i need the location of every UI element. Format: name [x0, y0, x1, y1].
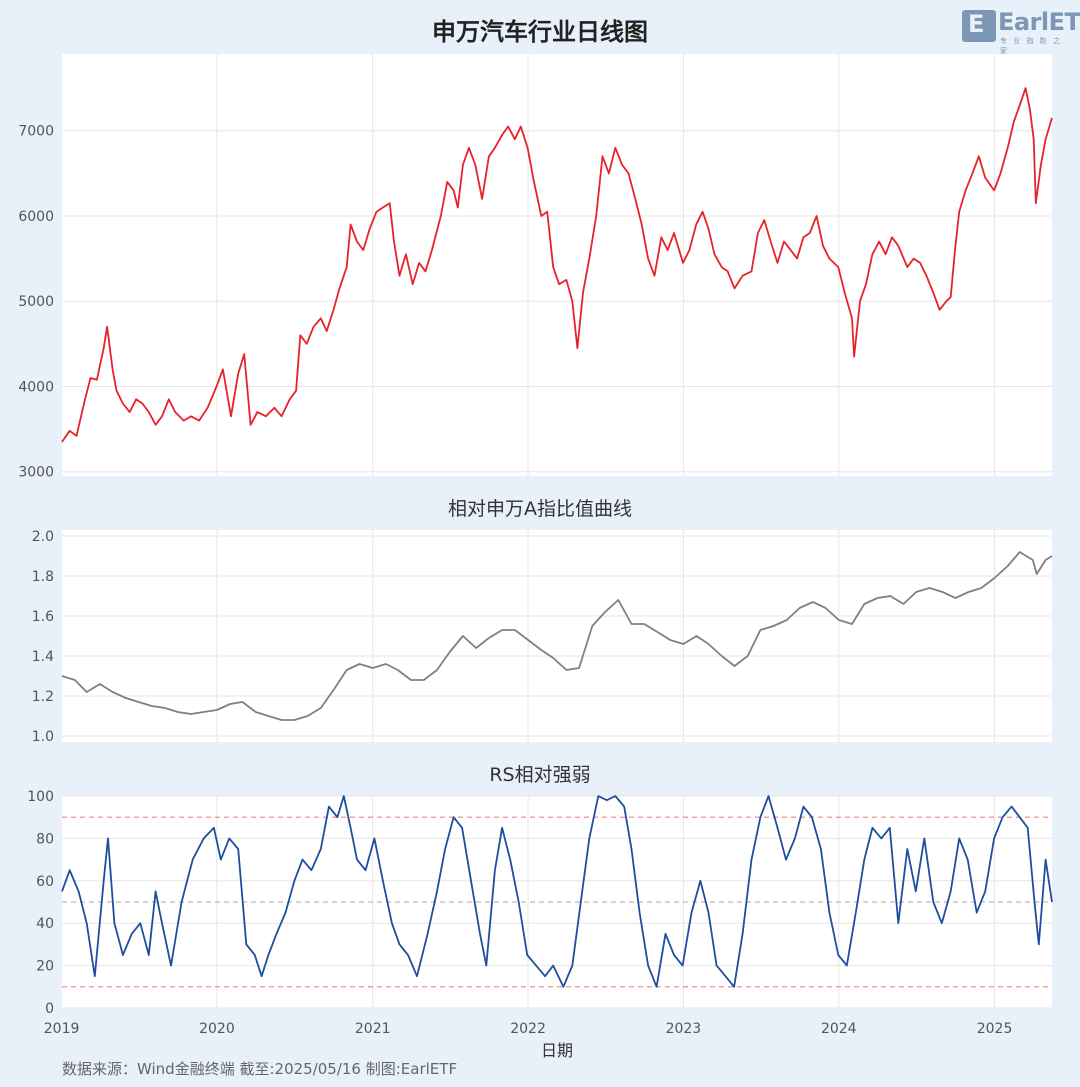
x-tick-label: 2019 [44, 1021, 80, 1037]
series-line-1 [61, 87, 1053, 443]
y-tick-label: 1.4 [32, 649, 54, 665]
y-tick-label: 6000 [18, 209, 54, 225]
y-tick-label: 1.0 [32, 729, 54, 745]
x-tick-label: 2025 [977, 1021, 1013, 1037]
logo-text: EarlETF [998, 8, 1080, 36]
source-footnote: 数据来源：Wind金融终端 截至:2025/05/16 制图:EarlETF [62, 1060, 458, 1078]
y-tick-label: 100 [27, 789, 54, 805]
logo-subtext: 专 业 指 数 之 家 [1000, 37, 1062, 55]
x-axis-label: 日期 [541, 1041, 573, 1060]
y-tick-label: 7000 [18, 124, 54, 140]
y-tick-label: 2.0 [32, 529, 54, 545]
y-tick-label: 60 [36, 874, 54, 890]
logo-icon: E [962, 10, 996, 42]
plot-area-1 [62, 54, 1052, 476]
y-tick-label: 0 [45, 1001, 54, 1017]
chart-title: 申万汽车行业日线图 [432, 18, 648, 46]
y-tick-label: 4000 [18, 379, 54, 395]
x-tick-label: 2020 [199, 1021, 235, 1037]
y-tick-label: 1.2 [32, 689, 54, 705]
y-tick-label: 80 [36, 831, 54, 847]
series-line-3 [61, 795, 1053, 988]
y-tick-label: 5000 [18, 294, 54, 310]
x-tick-label: 2023 [666, 1021, 702, 1037]
y-tick-label: 20 [36, 959, 54, 975]
rs-chart-title: RS相对强弱 [489, 764, 591, 786]
ratio-chart-title: 相对申万A指比值曲线 [448, 498, 632, 520]
logo: E EarlETF 专 业 指 数 之 家 [962, 8, 1080, 55]
y-tick-label: 3000 [18, 465, 54, 481]
y-tick-label: 1.8 [32, 569, 54, 585]
x-tick-label: 2022 [510, 1021, 546, 1037]
y-tick-label: 40 [36, 916, 54, 932]
x-tick-label: 2021 [355, 1021, 391, 1037]
y-tick-label: 1.6 [32, 609, 54, 625]
x-tick-label: 2024 [821, 1021, 857, 1037]
series-line-2 [61, 551, 1053, 721]
plot-area-2 [62, 530, 1052, 742]
